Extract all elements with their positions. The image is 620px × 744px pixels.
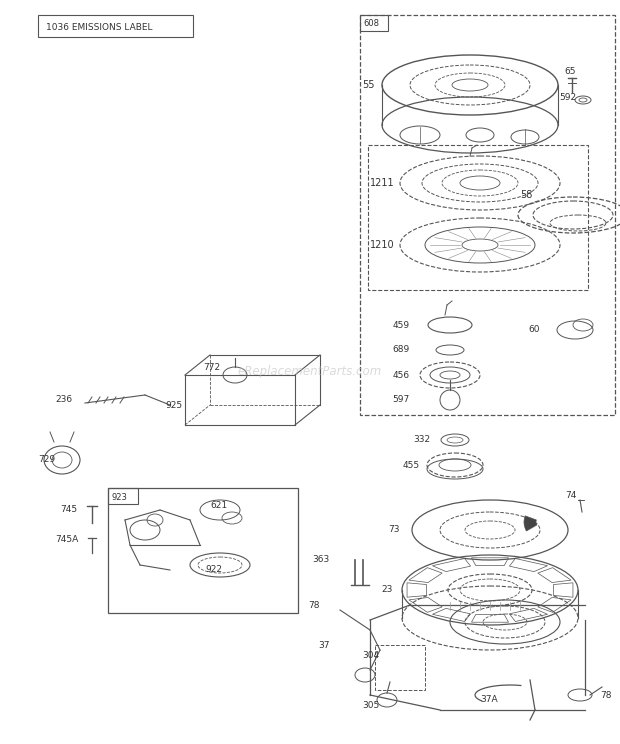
Text: 55: 55 bbox=[363, 80, 375, 90]
Text: eReplacementParts.com: eReplacementParts.com bbox=[238, 365, 382, 379]
Bar bbox=[375, 645, 425, 690]
Text: 455: 455 bbox=[403, 461, 420, 469]
Text: 1211: 1211 bbox=[370, 178, 394, 188]
Text: 745: 745 bbox=[60, 505, 77, 515]
Text: 60: 60 bbox=[528, 326, 540, 335]
Text: 74: 74 bbox=[565, 490, 577, 499]
Wedge shape bbox=[524, 516, 537, 531]
Bar bbox=[360, 15, 615, 415]
Bar bbox=[108, 488, 138, 504]
Text: 621: 621 bbox=[210, 501, 227, 510]
Text: 592: 592 bbox=[559, 94, 576, 103]
Bar bbox=[38, 15, 193, 37]
Text: 332: 332 bbox=[413, 435, 430, 444]
Text: 745A: 745A bbox=[55, 536, 78, 545]
Text: 37A: 37A bbox=[480, 696, 498, 705]
Text: 305: 305 bbox=[362, 701, 379, 710]
Text: 597: 597 bbox=[392, 396, 410, 405]
Text: 689: 689 bbox=[392, 345, 410, 354]
Bar bbox=[108, 488, 298, 613]
Text: 925: 925 bbox=[165, 400, 182, 409]
Text: 1210: 1210 bbox=[370, 240, 394, 250]
Text: 608: 608 bbox=[363, 19, 379, 28]
Text: 459: 459 bbox=[393, 321, 410, 330]
Text: 729: 729 bbox=[38, 455, 55, 464]
Text: 37: 37 bbox=[319, 641, 330, 650]
Text: 73: 73 bbox=[389, 525, 400, 534]
Text: 363: 363 bbox=[312, 556, 330, 565]
Text: 78: 78 bbox=[600, 690, 611, 699]
Text: 65: 65 bbox=[564, 68, 575, 77]
Text: 772: 772 bbox=[203, 364, 220, 373]
Text: 923: 923 bbox=[111, 493, 127, 501]
Text: 1036 EMISSIONS LABEL: 1036 EMISSIONS LABEL bbox=[46, 22, 153, 31]
Text: 23: 23 bbox=[382, 586, 393, 594]
Text: 236: 236 bbox=[55, 396, 72, 405]
Text: 304: 304 bbox=[362, 650, 379, 659]
Text: 58: 58 bbox=[520, 190, 533, 200]
Text: 456: 456 bbox=[393, 371, 410, 379]
Text: 78: 78 bbox=[309, 600, 320, 609]
Text: 922: 922 bbox=[205, 565, 222, 574]
Bar bbox=[360, 15, 388, 31]
Bar bbox=[368, 145, 588, 290]
